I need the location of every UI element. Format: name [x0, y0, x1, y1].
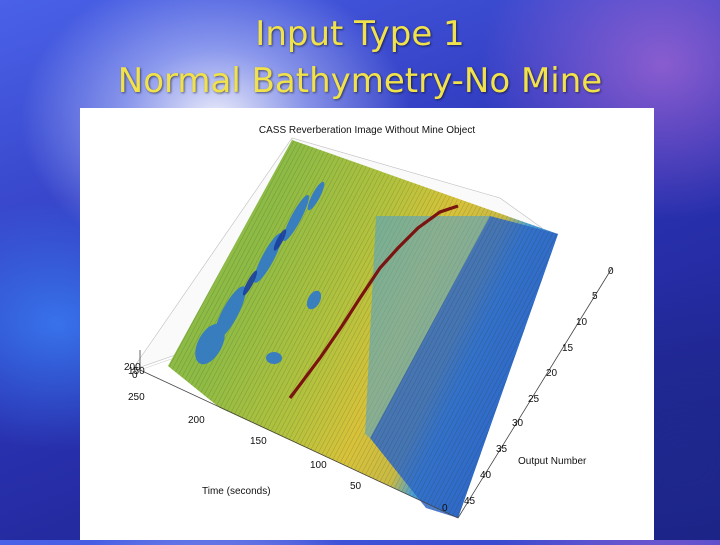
y-tick: 30 [512, 418, 524, 429]
y-tick: 35 [496, 444, 508, 455]
reverberation-surface [168, 140, 558, 518]
x-axis-ticks: 250 200 150 100 50 0 [128, 392, 448, 514]
y-tick: 10 [576, 317, 588, 328]
y-tick: 15 [562, 343, 574, 354]
x-tick: 200 [188, 415, 205, 426]
slide-title-line-2: Normal Bathymetry-No Mine [117, 61, 603, 101]
x-tick: 100 [310, 460, 327, 471]
y-axis-label: Output Number [518, 456, 587, 467]
x-tick: 150 [250, 436, 267, 447]
y-tick: 0 [608, 266, 614, 277]
x-tick: 0 [442, 503, 448, 514]
x-axis-label: Time (seconds) [202, 486, 271, 497]
x-tick: 250 [128, 392, 145, 403]
z-axis-ticks: 200 150 0 [124, 362, 145, 381]
y-tick: 40 [480, 470, 492, 481]
z-tick: 150 [128, 366, 145, 377]
x-tick: 50 [350, 481, 362, 492]
z-tick: 0 [132, 370, 138, 381]
y-tick: 5 [592, 291, 598, 302]
chart-panel: CASS Reverberation Image Without Mine Ob… [80, 108, 654, 540]
y-tick: 25 [528, 394, 540, 405]
surface-chart: CASS Reverberation Image Without Mine Ob… [124, 125, 614, 519]
slide-title-line-1: Input Type 1 [255, 14, 465, 54]
y-tick: 20 [546, 368, 558, 379]
y-tick: 45 [464, 496, 476, 507]
z-tick: 200 [124, 362, 141, 373]
y-axis-ticks: 0 5 10 15 20 25 30 35 40 45 [464, 266, 614, 507]
chart-title: CASS Reverberation Image Without Mine Ob… [259, 125, 475, 136]
axis-lines [139, 267, 613, 519]
